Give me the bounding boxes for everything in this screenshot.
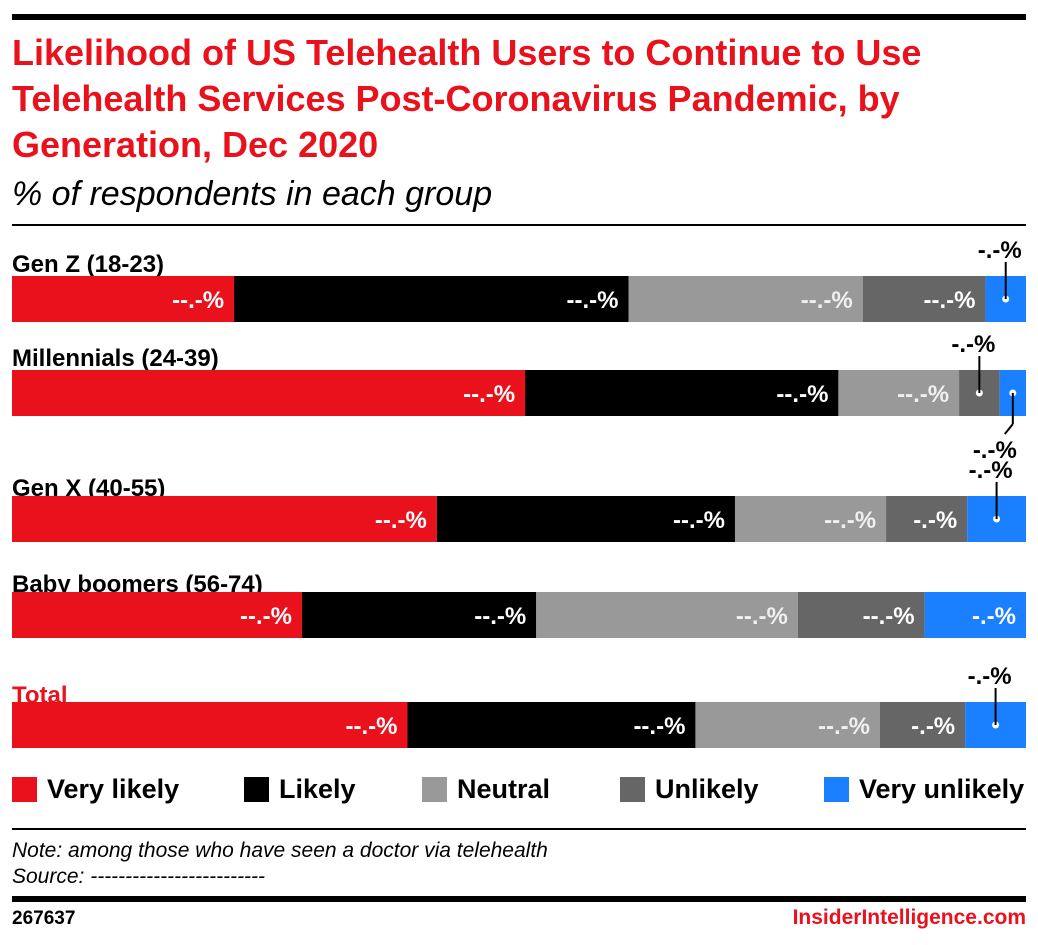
legend-swatch (620, 776, 645, 802)
bar-unlikely (886, 496, 968, 542)
legend-label: Unlikely (655, 773, 759, 804)
data-label: --.-% (345, 713, 397, 740)
bar-neutral (838, 370, 960, 416)
top-rule (12, 14, 1026, 20)
data-label: -.-% (913, 507, 957, 534)
bar-likely (234, 276, 629, 322)
data-label: --.-% (463, 381, 515, 408)
bar-unlikely (797, 592, 925, 638)
bar-unlikely (879, 702, 966, 748)
callout-label: -.-% (969, 457, 1013, 484)
bar-very-likely (12, 592, 303, 638)
chart-id: 267637 (12, 908, 76, 929)
data-label: --.-% (172, 287, 224, 314)
callout-label: -.-% (978, 237, 1022, 264)
chart-source: Source: ------------------------- (12, 865, 266, 888)
bar-likely (436, 496, 735, 542)
data-label: --.-% (673, 507, 725, 534)
bar-likely (407, 702, 696, 748)
bar-unlikely (862, 276, 986, 322)
bar-neutral (628, 276, 863, 322)
legend-label: Very unlikely (859, 773, 1025, 804)
callout-line (1004, 423, 1014, 435)
data-label: --.-% (897, 381, 949, 408)
legend-label: Likely (279, 773, 356, 804)
legend-swatch (12, 776, 37, 802)
category-label: Millennials (24-39) (12, 345, 219, 372)
legend: Very likely Likely Neutral Unlikely Very unl… (12, 770, 1026, 810)
legend-item-very-unlikely: Very unlikely (824, 770, 1024, 808)
legend-swatch (422, 776, 447, 802)
bar-very-unlikely (924, 592, 1026, 638)
data-label: -.-% (911, 713, 955, 740)
data-label: --.-% (923, 287, 975, 314)
legend-label: Neutral (457, 773, 551, 804)
bar-likely (302, 592, 537, 638)
legend-swatch (824, 776, 849, 802)
chart-note: Note: among those who have seen a doctor… (12, 839, 548, 862)
data-label: --.-% (824, 507, 876, 534)
chart-subtitle: % of respondents in each group (12, 175, 493, 213)
data-label: -.-% (972, 603, 1016, 630)
data-label: --.-% (776, 381, 828, 408)
bar-likely (525, 370, 839, 416)
bar-very-likely (12, 370, 526, 416)
data-label: --.-% (801, 287, 853, 314)
legend-item-neutral: Neutral (422, 770, 550, 808)
bar-neutral (734, 496, 887, 542)
callout-label: -.-% (973, 437, 1017, 464)
bar-neutral (695, 702, 880, 748)
brand-link[interactable]: InsiderIntelligence.com (792, 906, 1026, 929)
legend-item-very-likely: Very likely (12, 770, 179, 808)
bar-neutral (536, 592, 798, 638)
category-label: Gen Z (18-23) (12, 251, 164, 278)
data-label: --.-% (633, 713, 685, 740)
stacked-bar-chart: Gen Z (18-23)--.-% --.-% --.-% --.-%-.-%Mil… (12, 237, 1026, 748)
legend-item-likely: Likely (244, 770, 356, 808)
callout-label: -.-% (968, 663, 1012, 690)
chart-title: Likelihood of US Telehealth Users to Con… (12, 32, 922, 165)
footer-divider (12, 828, 1026, 830)
bar-very-likely (12, 276, 235, 322)
data-label: --.-% (863, 603, 915, 630)
data-label: --.-% (474, 603, 526, 630)
data-label: --.-% (375, 507, 427, 534)
legend-item-unlikely: Unlikely (620, 770, 759, 808)
bar-very-likely (12, 496, 437, 542)
data-label: --.-% (818, 713, 870, 740)
bottom-rule (12, 896, 1026, 902)
callout-label: -.-% (951, 331, 995, 358)
data-label: --.-% (736, 603, 788, 630)
subtitle-divider (12, 224, 1026, 226)
bar-very-likely (12, 702, 408, 748)
legend-label: Very likely (47, 773, 180, 804)
data-label: --.-% (567, 287, 619, 314)
data-label: --.-% (240, 603, 292, 630)
legend-swatch (244, 776, 269, 802)
